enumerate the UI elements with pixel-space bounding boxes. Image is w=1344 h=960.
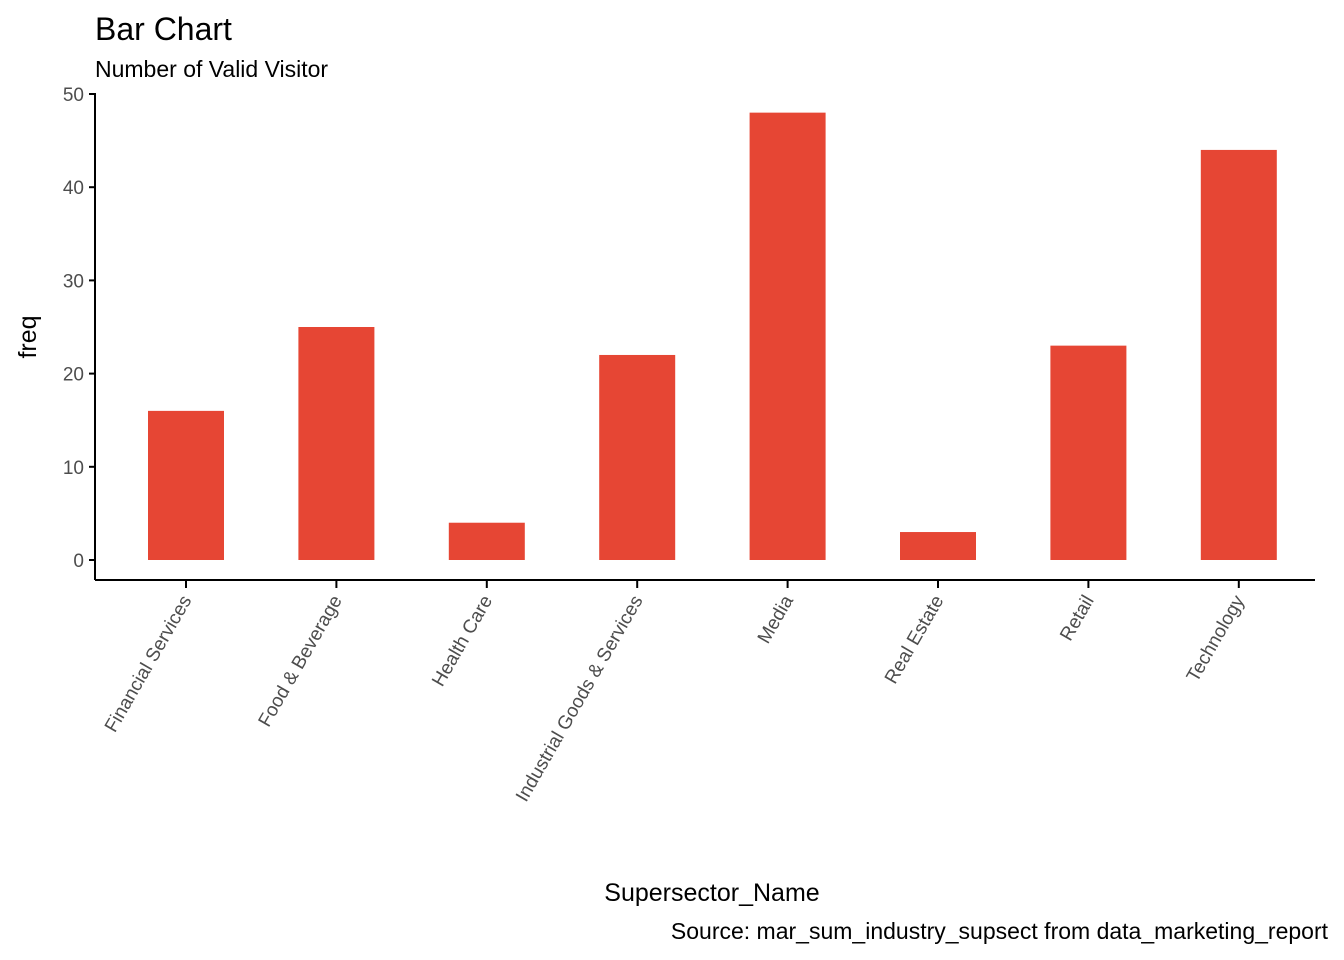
bars <box>148 112 1277 561</box>
bar-industrial-goods-services <box>599 354 676 560</box>
y-axis-title: freq <box>14 315 42 358</box>
bar-technology <box>1200 149 1277 561</box>
bar-food-beverage <box>298 327 375 560</box>
chart-title: Bar Chart <box>95 11 232 47</box>
y-tick-label: 20 <box>63 365 84 386</box>
bar-financial-services <box>148 410 224 560</box>
bar-real-estate <box>900 532 976 560</box>
chart-caption: Source: mar_sum_industry_supsect from da… <box>671 918 1329 944</box>
x-tick-label: Food & Beverage <box>255 592 347 731</box>
x-tick-label: Financial Services <box>101 592 196 736</box>
bar-retail <box>1050 345 1127 560</box>
y-tick-label: 0 <box>73 551 84 572</box>
x-tick-label: Media <box>754 592 798 648</box>
x-axis-title: Supersector_Name <box>604 879 819 907</box>
y-tick-label: 30 <box>63 271 84 292</box>
x-tick-label: Technology <box>1183 592 1249 686</box>
bar-media <box>749 112 826 560</box>
x-axis-ticks: Financial Services Food & Beverage Health … <box>101 581 1249 806</box>
x-tick-label: Real Estate <box>881 592 948 688</box>
x-tick-label: Retail <box>1056 592 1098 645</box>
y-tick-label: 50 <box>63 85 84 106</box>
y-tick-label: 10 <box>63 458 84 479</box>
chart-subtitle: Number of Valid Visitor <box>95 56 328 82</box>
x-tick-label: Industrial Goods & Services <box>512 592 647 806</box>
y-tick-label: 40 <box>63 178 84 199</box>
y-axis-ticks: 0 10 20 30 40 50 <box>63 85 95 572</box>
x-tick-label: Health Care <box>428 592 497 690</box>
bar-health-care <box>448 522 525 560</box>
